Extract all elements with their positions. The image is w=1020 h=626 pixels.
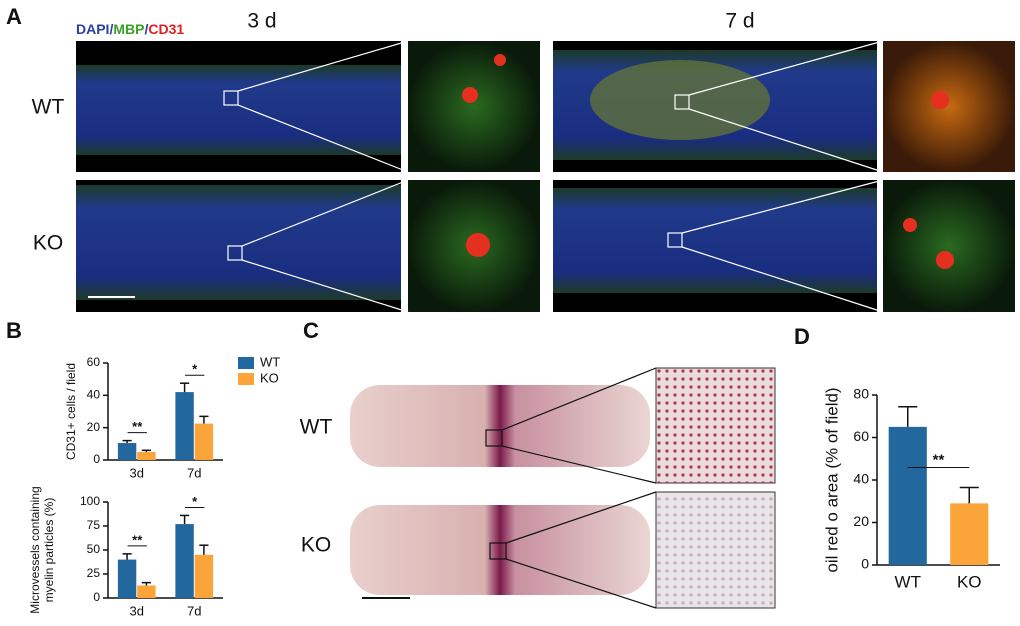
row-label: WT xyxy=(300,416,333,439)
stain: / xyxy=(109,21,113,37)
legend-swatch xyxy=(238,373,254,385)
time-label: 3 d xyxy=(247,10,276,33)
legend-swatch xyxy=(238,357,254,369)
y-tick-label: 60 xyxy=(853,428,869,444)
x-tick-label: 7d xyxy=(187,465,201,480)
y-tick-label: 0 xyxy=(93,590,100,604)
bar xyxy=(137,585,156,598)
bar xyxy=(194,423,214,460)
row-label: WT xyxy=(32,96,65,119)
y-tick-label: 25 xyxy=(87,566,101,580)
significance: ** xyxy=(132,419,143,434)
row-label: KO xyxy=(301,534,331,557)
y-tick-label: 0 xyxy=(861,556,869,572)
significance: ** xyxy=(933,451,945,468)
y-axis-label: Microvessels containing xyxy=(28,486,42,613)
row-label: KO xyxy=(33,232,63,255)
significance: ** xyxy=(132,532,143,547)
x-tick-label: 7d xyxy=(187,603,201,618)
panel-labels: A B C D xyxy=(6,4,810,349)
y-tick-label: 40 xyxy=(853,471,869,487)
panel-label: A xyxy=(6,4,22,29)
micrographs xyxy=(76,40,1015,313)
x-tick-label: WT xyxy=(895,572,921,591)
y-tick-label: 80 xyxy=(853,386,869,402)
panel-label: D xyxy=(794,324,810,349)
y-axis-label: CD31+ cells / field xyxy=(64,363,78,460)
stain: / xyxy=(144,21,148,37)
stain: DAPI xyxy=(76,21,109,37)
x-tick-label: KO xyxy=(957,572,982,591)
legend-label: WT xyxy=(260,354,280,369)
y-tick-label: 20 xyxy=(853,513,869,529)
y-tick-label: 100 xyxy=(80,494,100,508)
y-axis-label: myelin particles (%) xyxy=(42,498,56,603)
time-label: 7 d xyxy=(725,10,754,33)
stain: MBP xyxy=(113,21,144,37)
y-tick-label: 40 xyxy=(87,388,101,402)
bar xyxy=(175,524,194,598)
bar xyxy=(117,559,137,598)
panel-label: C xyxy=(303,318,319,343)
y-axis-label: oil red o area (% of field) xyxy=(822,387,841,572)
y-tick-label: 0 xyxy=(93,452,100,466)
y-tick-label: 50 xyxy=(87,542,101,556)
stain: CD31 xyxy=(148,21,184,37)
y-tick-label: 75 xyxy=(87,518,101,532)
bar xyxy=(194,554,214,598)
panel-label: B xyxy=(6,318,22,343)
x-tick-label: 3d xyxy=(130,603,144,618)
significance: * xyxy=(192,494,198,509)
bar xyxy=(950,503,989,565)
bar xyxy=(137,451,156,460)
bar xyxy=(117,443,137,460)
bar xyxy=(888,426,927,565)
stain-legend: DAPI/MBP/CD31 xyxy=(76,21,184,37)
significance: * xyxy=(192,362,198,377)
legend-label: KO xyxy=(260,370,279,385)
y-tick-label: 20 xyxy=(87,420,101,434)
oil-red-images xyxy=(350,367,776,609)
y-tick-label: 60 xyxy=(87,355,101,369)
x-tick-label: 3d xyxy=(130,465,144,480)
bar xyxy=(175,392,194,460)
